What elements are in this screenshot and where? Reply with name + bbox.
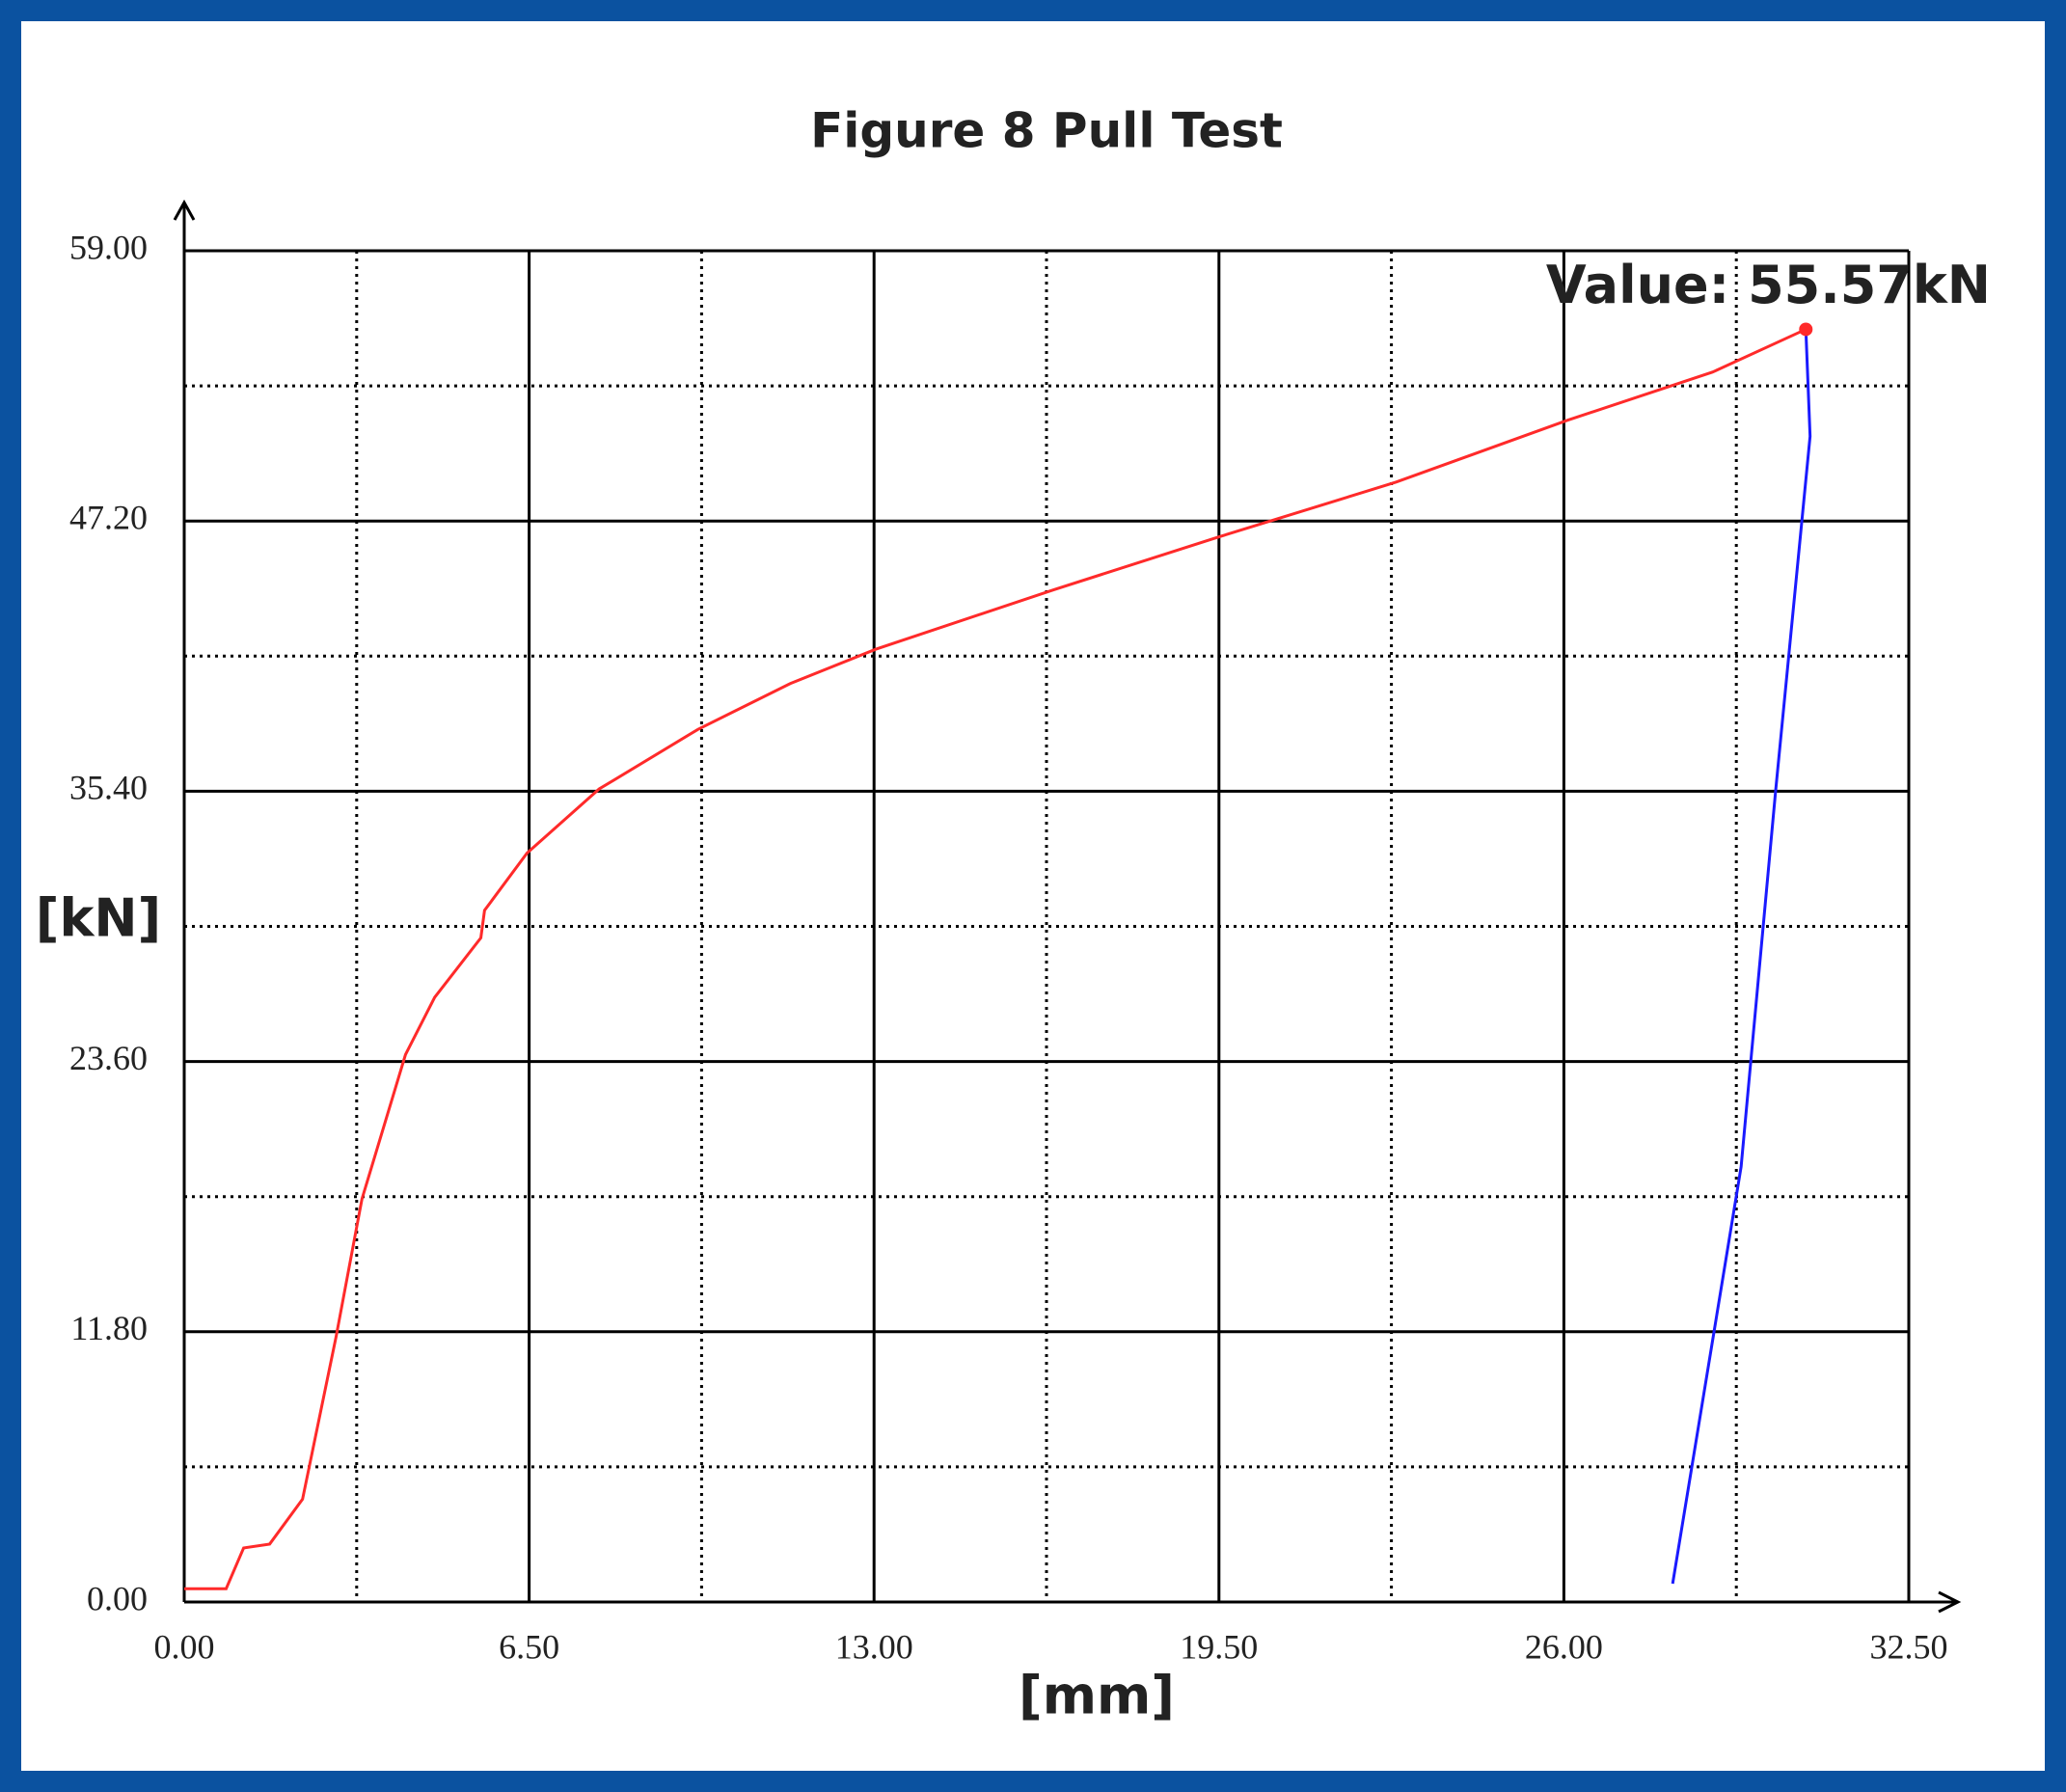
y-tick-label: 0.00	[87, 1579, 148, 1617]
y-tick-label: 59.00	[69, 228, 148, 266]
y-tick-label: 11.80	[70, 1309, 148, 1347]
x-tick-label: 6.50	[499, 1627, 559, 1666]
x-axis-label: [mm]	[1019, 1666, 1175, 1726]
x-tick-label: 19.50	[1180, 1627, 1258, 1666]
y-tick-label: 47.20	[69, 498, 148, 536]
annotation-point	[1799, 322, 1813, 337]
x-tick-label: 0.00	[154, 1627, 215, 1666]
data-line	[184, 328, 1807, 1590]
y-tick-label: 35.40	[69, 769, 148, 807]
x-tick-label: 13.00	[835, 1627, 913, 1666]
annotation: Value: 55.57kN	[1546, 255, 1991, 315]
chart-title: Figure 8 Pull Test	[810, 103, 1283, 159]
x-tick-label: 26.00	[1525, 1627, 1603, 1666]
data-line	[1671, 329, 1812, 1585]
y-tick-label: 23.60	[69, 1039, 148, 1077]
y-axis-arrow	[173, 199, 196, 221]
x-axis-arrow	[1938, 1590, 1962, 1614]
y-axis-label: [kN]	[36, 888, 161, 949]
x-tick-label: 32.50	[1870, 1627, 1948, 1666]
